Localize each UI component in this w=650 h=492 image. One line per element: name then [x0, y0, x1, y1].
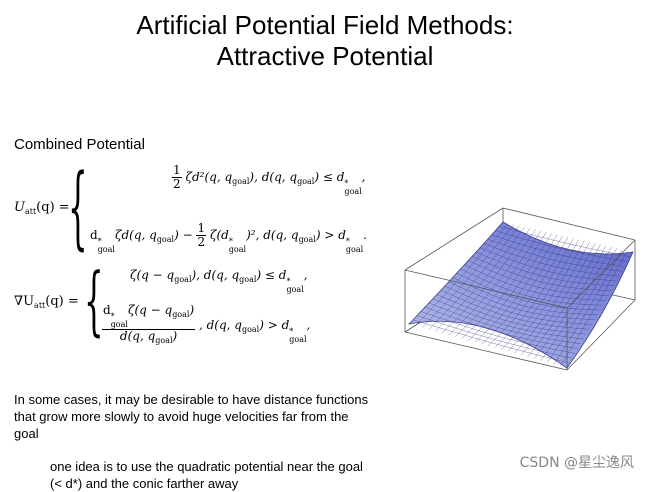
- dstar-supsub: * goal: [346, 238, 363, 254]
- u-case2-tail: ζ(d: [209, 228, 229, 242]
- grad-case1-cond: ), d(q, q: [191, 268, 240, 282]
- grad-frac-den: d(q, qgoal): [119, 329, 178, 346]
- grad-case-2: d * goal ζ(q − qgoal) d(q, qgoal) , d(q, qg…: [102, 303, 311, 347]
- goal-sub: goal: [156, 235, 175, 244]
- mesh-line: [540, 246, 612, 361]
- u-case1-cond-end: ) ≤ d: [314, 170, 345, 184]
- half-den: 2: [173, 177, 181, 191]
- section-heading: Combined Potential: [14, 136, 145, 153]
- u-sub: att: [24, 207, 37, 216]
- goal-sub: goal: [232, 177, 250, 186]
- u-att-lhs: Uatt(q) =: [14, 200, 70, 216]
- star: *: [345, 237, 350, 246]
- mesh-line: [495, 230, 628, 262]
- title-line-1: Artificial Potential Field Methods:: [136, 10, 514, 40]
- u-case2-mid: ) −: [174, 228, 193, 242]
- grad-u-lhs: ∇Uatt(q) =: [14, 294, 79, 310]
- star: *: [110, 312, 115, 321]
- star: *: [228, 237, 233, 246]
- u-att-brace: {: [68, 160, 88, 263]
- star: *: [286, 277, 291, 286]
- u-case2-tail2: )², d(q, q: [246, 228, 299, 242]
- plot-box-front: [404, 239, 636, 371]
- paragraph-slow-growth: In some cases, it may be desirable to ha…: [14, 392, 369, 441]
- watermark: CSDN @星尘逸风: [519, 455, 634, 471]
- dstar-supsub: * goal: [98, 238, 115, 254]
- grad-num: ζ(q − q: [127, 303, 173, 317]
- grad-case1-cond-end: ) ≤ d: [256, 268, 287, 282]
- goal-sub: goal: [289, 335, 307, 344]
- grad-frac-num: d * goal ζ(q − qgoal): [102, 303, 196, 330]
- grad-arg: (q) =: [45, 294, 79, 309]
- u-symbol: U: [14, 200, 25, 215]
- grad-sub: att: [34, 301, 46, 310]
- goal-sub: goal: [97, 245, 115, 254]
- grad-symbol: ∇U: [14, 294, 35, 309]
- u-case2-formula: ζd(q, q: [114, 228, 157, 242]
- goal-sub: goal: [286, 285, 304, 294]
- goal-sub: goal: [344, 187, 362, 196]
- mesh-line: [547, 248, 617, 363]
- title-line-2: Attractive Potential: [216, 41, 434, 71]
- potential-surface-plot: [404, 207, 636, 371]
- goal-sub: goal: [345, 245, 364, 254]
- goal-sub: goal: [110, 320, 128, 329]
- star: *: [344, 179, 349, 188]
- star: *: [289, 327, 294, 336]
- grad-case2-cond: , d(q, q: [198, 318, 242, 332]
- grad-fraction: d * goal ζ(q − qgoal) d(q, qgoal): [102, 303, 196, 347]
- mesh-line: [499, 226, 631, 257]
- grad-brace: {: [84, 262, 104, 347]
- goal-sub: goal: [228, 245, 247, 254]
- u-arg: (q) =: [36, 200, 70, 215]
- goal-sub: goal: [241, 325, 260, 334]
- grad-case1: ζ(q − q: [130, 268, 175, 282]
- paragraph-quadratic-conic: one idea is to use the quadratic potenti…: [50, 459, 363, 491]
- half-num: 1: [172, 163, 182, 178]
- slide-title: Artificial Potential Field Methods: Attr…: [0, 10, 650, 72]
- dstar-supsub: * goal: [286, 278, 303, 294]
- dstar-supsub: * goal: [289, 328, 306, 344]
- mesh-line: [553, 249, 623, 365]
- goal-sub: goal: [174, 275, 192, 284]
- grad-den: d(q, q: [119, 329, 156, 343]
- goal-sub: goal: [298, 235, 316, 244]
- mesh-line: [491, 234, 625, 267]
- dstar-supsub: * goal: [229, 238, 246, 254]
- star: *: [97, 237, 102, 246]
- grad-case-1: ζ(q − qgoal), d(q, qgoal) ≤ d * goal,: [130, 268, 308, 294]
- goal-sub: goal: [155, 336, 173, 345]
- goal-sub: goal: [297, 177, 315, 186]
- half-den: 2: [197, 235, 206, 249]
- u-case1-formula: ζd²(q, q: [185, 170, 233, 184]
- u-case2-cond: ) > d: [315, 228, 346, 242]
- u-case1-cond: ), d(q, q: [249, 170, 298, 184]
- goal-sub: goal: [172, 310, 190, 319]
- goal-sub: goal: [239, 275, 257, 284]
- dstar-supsub: * goal: [344, 180, 361, 196]
- grad-case2-cond-end: ) > d: [259, 318, 290, 332]
- half-num: 1: [196, 221, 207, 236]
- mesh-line: [560, 250, 628, 367]
